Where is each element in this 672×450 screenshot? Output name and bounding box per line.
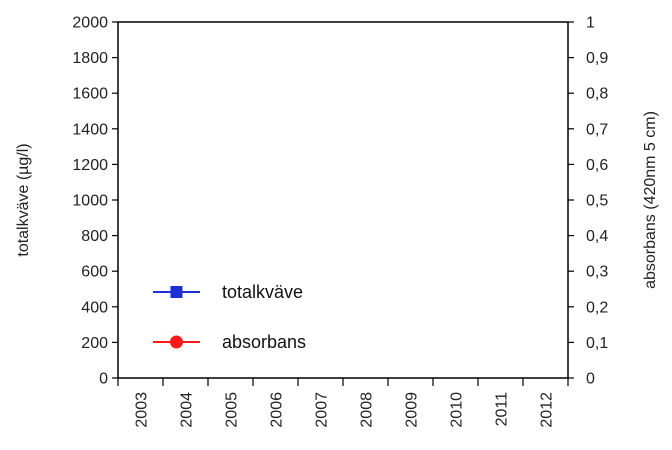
- y-tick-label: 400: [81, 299, 108, 316]
- y2-tick-label: 0,2: [586, 299, 608, 316]
- legend-circle-marker: [170, 335, 183, 349]
- y-axis-right: 0 0,1 0,2 0,3 0,4 0,5 0,6 0,7 0,8 0,9 1: [568, 15, 608, 388]
- y-tick-label: 1000: [72, 193, 108, 210]
- x-tick-label: 2004: [179, 392, 196, 428]
- x-tick-label: 2003: [134, 392, 151, 428]
- y-tick-label: 1400: [72, 121, 108, 138]
- x-tick-label: 2012: [539, 392, 556, 428]
- x-tick-label: 2010: [449, 392, 466, 428]
- legend-label: absorbans: [222, 332, 306, 352]
- y-tick-label: 200: [81, 335, 108, 352]
- y2-tick-label: 0,5: [586, 193, 608, 210]
- y-axis-left: 0 200 400 600 800 1000 1200 1400 1600 1800 2000: [72, 15, 118, 388]
- x-tick-label: 2007: [314, 392, 331, 428]
- x-tick-label: 2006: [269, 392, 286, 428]
- legend: totalkväve absorbans: [153, 282, 306, 352]
- y2-tick-label: 0,6: [586, 157, 608, 174]
- y2-tick-label: 0: [586, 371, 595, 388]
- y-tick-label: 1800: [72, 50, 108, 67]
- y2-axis-title: absorbans (420nm 5 cm): [642, 111, 659, 289]
- x-tick-label: 2011: [494, 392, 511, 427]
- x-tick-label: 2005: [224, 392, 241, 428]
- y-tick-label: 1600: [72, 86, 108, 103]
- plot-area-border: [117, 21, 569, 379]
- y2-tick-label: 0,7: [586, 121, 608, 138]
- y2-tick-label: 0,3: [586, 264, 608, 281]
- legend-label: totalkväve: [222, 282, 303, 302]
- y-tick-label: 800: [81, 228, 108, 245]
- y2-tick-label: 1: [586, 15, 595, 32]
- y-tick-label: 600: [81, 264, 108, 281]
- y2-tick-label: 0,9: [586, 50, 608, 67]
- x-tick-label: 2009: [404, 392, 421, 428]
- y-axis-title: totalkväve (µg/l): [15, 143, 32, 256]
- legend-square-marker: [170, 286, 183, 298]
- y-tick-label: 2000: [72, 15, 108, 32]
- y2-tick-label: 0,4: [586, 228, 608, 245]
- y2-tick-label: 0,1: [586, 335, 608, 352]
- y2-tick-label: 0,8: [586, 86, 608, 103]
- y-tick-label: 1200: [72, 157, 108, 174]
- y-tick-label: 0: [99, 371, 108, 388]
- x-axis: 2003 2004 2005 2006 2007 2008 2009 2010 2011 2012: [117, 378, 569, 428]
- x-tick-label: 2008: [359, 392, 376, 428]
